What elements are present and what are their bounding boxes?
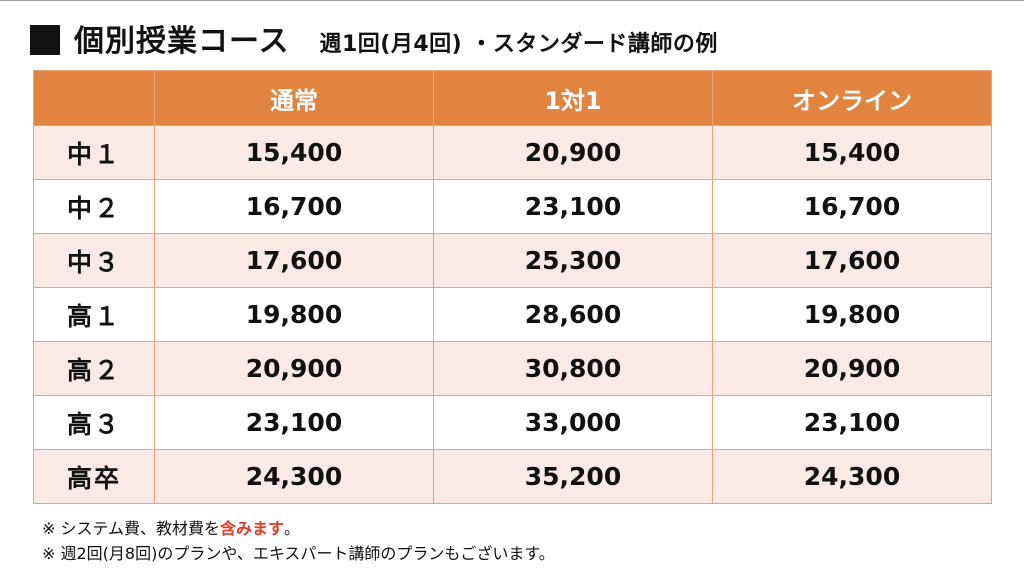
price-cell: 15,400 <box>712 125 992 180</box>
price-cell: 17,600 <box>154 233 434 288</box>
page-subtitle: 週1回(月4回) ・スタンダード講師の例 <box>319 32 718 57</box>
black-square-icon <box>30 25 60 55</box>
table-row: 中２ 16,700 23,100 16,700 <box>33 179 992 234</box>
table-row: 中１ 15,400 20,900 15,400 <box>33 125 992 180</box>
page-title: 個別授業コース <box>74 24 290 59</box>
table-header-row: 通常 1対1 オンライン <box>33 70 992 126</box>
table-row: 高１ 19,800 28,600 19,800 <box>33 287 992 342</box>
row-label: 高３ <box>33 395 155 450</box>
price-cell: 23,100 <box>712 395 992 450</box>
footnotes: ※ システム費、教材費を含みます。 ※ 週2回(月8回)のプランや、エキスパート… <box>42 516 555 566</box>
price-cell: 33,000 <box>433 395 713 450</box>
price-table: 通常 1対1 オンライン 中１ 15,400 20,900 15,400 中２ … <box>33 70 992 504</box>
price-cell: 30,800 <box>433 341 713 396</box>
table-row: 高卒 24,300 35,200 24,300 <box>33 449 992 504</box>
column-header-one-on-one: 1対1 <box>433 70 713 126</box>
price-cell: 20,900 <box>712 341 992 396</box>
row-label: 中３ <box>33 233 155 288</box>
column-header-blank <box>33 70 155 126</box>
table-row: 高２ 20,900 30,800 20,900 <box>33 341 992 396</box>
price-cell: 15,400 <box>154 125 434 180</box>
row-label: 高卒 <box>33 449 155 504</box>
table-row: 中３ 17,600 25,300 17,600 <box>33 233 992 288</box>
price-cell: 28,600 <box>433 287 713 342</box>
price-cell: 25,300 <box>433 233 713 288</box>
table-row: 高３ 23,100 33,000 23,100 <box>33 395 992 450</box>
price-cell: 24,300 <box>154 449 434 504</box>
footnote-text: 。 <box>284 519 301 538</box>
row-label: 中２ <box>33 179 155 234</box>
top-divider <box>0 0 1024 1</box>
row-label: 高１ <box>33 287 155 342</box>
price-cell: 16,700 <box>154 179 434 234</box>
price-cell: 35,200 <box>433 449 713 504</box>
price-cell: 24,300 <box>712 449 992 504</box>
price-cell: 19,800 <box>154 287 434 342</box>
footnote-included-fees: ※ システム費、教材費を含みます。 <box>42 516 555 541</box>
row-label: 中１ <box>33 125 155 180</box>
footnote-text: ※ システム費、教材費を <box>42 519 221 538</box>
footnote-highlight: 含みます <box>220 519 285 538</box>
footnote-other-plans: ※ 週2回(月8回)のプランや、エキスパート講師のプランもございます。 <box>42 544 555 563</box>
price-cell: 23,100 <box>154 395 434 450</box>
price-cell: 23,100 <box>433 179 713 234</box>
price-cell: 20,900 <box>433 125 713 180</box>
price-cell: 19,800 <box>712 287 992 342</box>
price-cell: 16,700 <box>712 179 992 234</box>
page-header: 個別授業コース 週1回(月4回) ・スタンダード講師の例 <box>30 16 718 60</box>
column-header-online: オンライン <box>712 70 992 126</box>
price-cell: 20,900 <box>154 341 434 396</box>
price-cell: 17,600 <box>712 233 992 288</box>
column-header-regular: 通常 <box>154 70 434 126</box>
row-label: 高２ <box>33 341 155 396</box>
